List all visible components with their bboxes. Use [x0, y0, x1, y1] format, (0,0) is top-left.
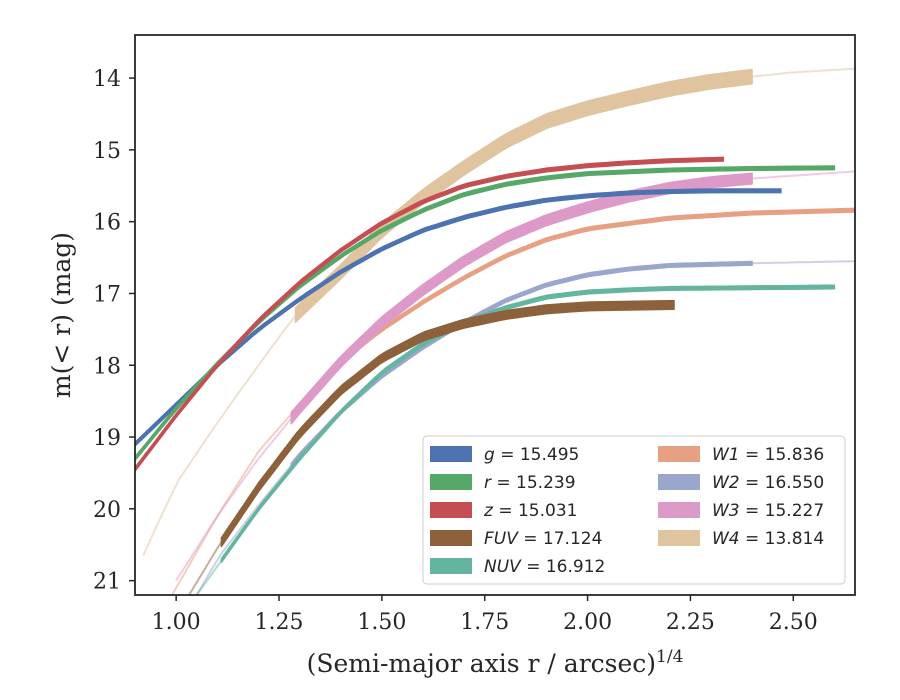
legend-swatch-w3 [658, 502, 700, 518]
legend-label-nuv: NUV = 16.912 [484, 557, 605, 577]
legend-swatch-r [430, 474, 472, 490]
x-axis-label-exponent: 1/4 [656, 647, 683, 667]
series-r-band [135, 165, 836, 462]
legend-swatch-w1 [658, 446, 700, 462]
x-tick-label: 2.00 [563, 610, 612, 635]
series-w3-band [290, 172, 753, 425]
legend-swatch-w4 [658, 530, 700, 546]
y-axis: 14 15 16 17 18 19 20 21 [93, 67, 135, 595]
x-tick-label: 1.50 [357, 610, 406, 635]
legend-swatch-w2 [658, 474, 700, 490]
series-g-extrapolated-line [135, 189, 781, 445]
x-tick-label: 1.75 [460, 610, 509, 635]
y-tick-label: 20 [93, 498, 121, 523]
y-tick-label: 16 [93, 211, 121, 236]
legend-label-w4: W4 = 13.814 [712, 529, 824, 549]
legend-box [422, 435, 846, 585]
y-axis-label: m(< r) (mag) [47, 232, 76, 398]
series-w1-band [290, 207, 855, 417]
x-tick-label: 2.25 [666, 610, 715, 635]
x-tick-label: 2.50 [769, 610, 818, 635]
y-tick-label: 17 [93, 282, 121, 307]
curves-layer [135, 67, 855, 595]
x-tick-label: 1.25 [255, 610, 304, 635]
series-g-band [135, 188, 782, 447]
series-fuv-band [220, 299, 675, 548]
legend-label-fuv: FUV = 17.124 [484, 529, 602, 549]
legend: g = 15.495 r = 15.239 z = 15.031 FUV = 17.1… [422, 435, 846, 585]
legend-label-r: r = 15.239 [484, 473, 576, 493]
y-tick-label: 14 [93, 67, 121, 92]
x-axis: 1.00 1.25 1.50 1.75 2.00 2.25 2.50 [152, 595, 818, 635]
y-tick-label: 21 [93, 570, 121, 595]
legend-label-g: g = 15.495 [484, 445, 579, 465]
plot-frame [134, 34, 856, 596]
x-axis-label: (Semi-major axis r / arcsec)1/4 [307, 647, 684, 678]
series-z-band [135, 156, 725, 472]
series-w4-band [294, 68, 753, 323]
legend-label-z: z = 15.031 [483, 501, 577, 521]
legend-swatch-fuv [430, 530, 472, 546]
legend-swatch-z [430, 502, 472, 518]
y-tick-label: 18 [93, 354, 121, 379]
legend-label-w3: W3 = 15.227 [712, 501, 824, 521]
legend-swatch-g [430, 446, 472, 462]
legend-label-w1: W1 = 15.836 [712, 445, 824, 465]
legend-label-w2: W2 = 16.550 [712, 473, 824, 493]
y-tick-label: 15 [93, 139, 121, 164]
x-tick-label: 1.00 [152, 610, 201, 635]
legend-swatch-nuv [430, 558, 472, 574]
y-tick-label: 19 [93, 426, 121, 451]
